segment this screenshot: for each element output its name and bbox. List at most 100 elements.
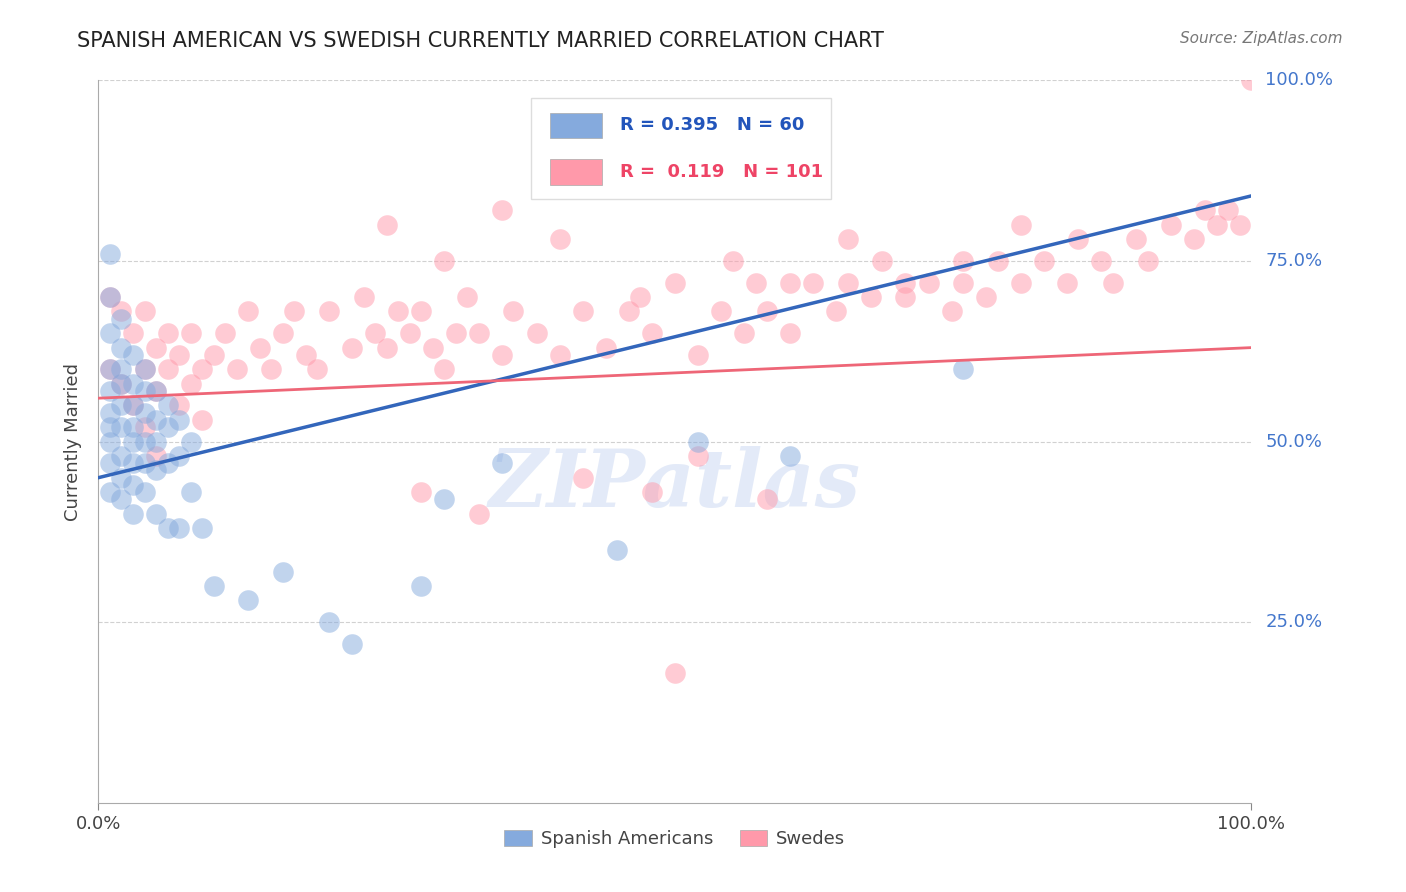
Point [145, 463, 167, 477]
Point [145, 341, 167, 355]
Point [548, 348, 571, 362]
FancyBboxPatch shape [550, 112, 602, 138]
Point [295, 348, 318, 362]
Point [180, 376, 202, 391]
Point [468, 507, 491, 521]
Point [686, 434, 709, 449]
Point [779, 449, 801, 463]
Point [167, 348, 190, 362]
Point [318, 615, 340, 630]
Point [686, 348, 709, 362]
Point [98, 456, 121, 470]
Point [1205, 218, 1227, 232]
Point [191, 413, 214, 427]
Point [122, 456, 145, 470]
Point [110, 376, 132, 391]
Y-axis label: Currently Married: Currently Married [65, 362, 83, 521]
Point [167, 398, 190, 412]
Point [779, 326, 801, 340]
Point [110, 362, 132, 376]
Point [225, 362, 247, 376]
Point [340, 637, 363, 651]
Point [974, 290, 997, 304]
Text: R =  0.119   N = 101: R = 0.119 N = 101 [620, 163, 823, 181]
Point [733, 326, 755, 340]
Point [433, 362, 456, 376]
Point [411, 579, 433, 593]
Point [110, 304, 132, 318]
Point [307, 362, 329, 376]
Point [1056, 276, 1078, 290]
Point [122, 478, 145, 492]
Point [134, 485, 156, 500]
Point [894, 290, 917, 304]
Point [98, 384, 121, 398]
Point [122, 376, 145, 391]
Point [110, 449, 132, 463]
Point [387, 304, 409, 318]
Point [271, 326, 294, 340]
Point [375, 341, 398, 355]
Point [110, 420, 132, 434]
Point [134, 384, 156, 398]
Point [98, 362, 121, 376]
Point [952, 362, 974, 376]
Point [110, 311, 132, 326]
Text: SPANISH AMERICAN VS SWEDISH CURRENTLY MARRIED CORRELATION CHART: SPANISH AMERICAN VS SWEDISH CURRENTLY MA… [77, 31, 884, 51]
Point [411, 485, 433, 500]
Point [122, 348, 145, 362]
Point [110, 341, 132, 355]
Point [1136, 253, 1159, 268]
Point [756, 492, 779, 507]
Point [145, 449, 167, 463]
Point [180, 485, 202, 500]
Point [156, 398, 179, 412]
Point [214, 326, 236, 340]
Text: 75.0%: 75.0% [1265, 252, 1323, 270]
Point [180, 434, 202, 449]
Point [98, 406, 121, 420]
Point [238, 304, 260, 318]
Point [249, 341, 271, 355]
Point [468, 326, 491, 340]
Point [110, 492, 132, 507]
Point [664, 665, 686, 680]
Point [1090, 253, 1112, 268]
Point [134, 434, 156, 449]
Point [491, 456, 513, 470]
Point [491, 203, 513, 218]
FancyBboxPatch shape [531, 98, 831, 200]
Point [444, 326, 467, 340]
Point [271, 565, 294, 579]
Point [167, 521, 190, 535]
Point [1182, 232, 1205, 246]
Point [606, 542, 628, 557]
Point [110, 398, 132, 412]
Point [917, 276, 939, 290]
Point [617, 304, 640, 318]
Point [191, 521, 214, 535]
Point [134, 406, 156, 420]
Point [744, 276, 766, 290]
Point [191, 362, 214, 376]
Point [526, 326, 548, 340]
Text: 25.0%: 25.0% [1265, 613, 1323, 632]
Point [502, 304, 524, 318]
Point [1067, 232, 1090, 246]
Point [825, 304, 848, 318]
Point [145, 507, 167, 521]
Point [1240, 73, 1263, 87]
Point [202, 348, 225, 362]
Point [1125, 232, 1147, 246]
Point [664, 276, 686, 290]
Point [571, 304, 593, 318]
Point [721, 253, 744, 268]
Point [98, 420, 121, 434]
Point [422, 341, 444, 355]
Point [134, 304, 156, 318]
Point [134, 456, 156, 470]
Point [122, 507, 145, 521]
Point [110, 470, 132, 484]
Point [98, 485, 121, 500]
Point [756, 304, 779, 318]
